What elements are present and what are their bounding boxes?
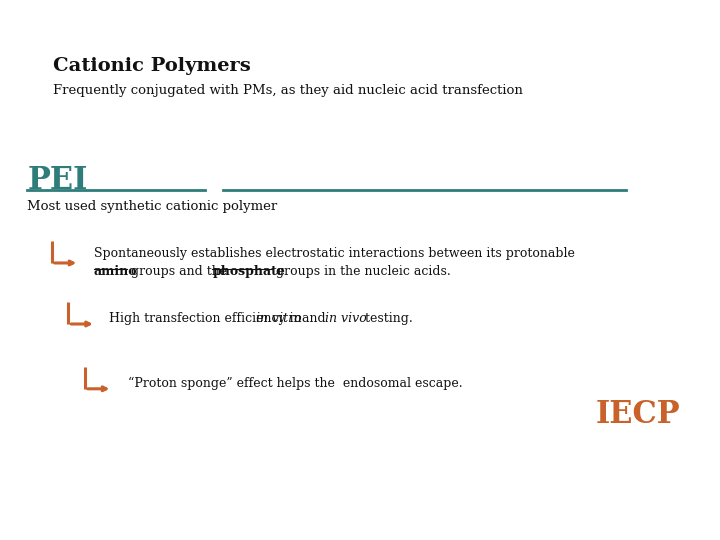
Text: groups and the: groups and the <box>127 265 232 278</box>
Text: testing.: testing. <box>361 312 413 325</box>
Text: 2020: 2020 <box>588 444 688 478</box>
Text: amino: amino <box>94 265 137 278</box>
Text: Most used synthetic cationic polymer: Most used synthetic cationic polymer <box>27 200 278 213</box>
Text: High transfection efficiency in: High transfection efficiency in <box>109 312 306 325</box>
Text: in vivo: in vivo <box>325 312 367 325</box>
Text: groups in the nucleic acids.: groups in the nucleic acids. <box>272 265 451 278</box>
Text: in vitro: in vitro <box>256 312 302 325</box>
Text: Spontaneously establishes electrostatic interactions between its protonable: Spontaneously establishes electrostatic … <box>94 247 575 260</box>
Text: phosphate: phosphate <box>212 265 285 278</box>
Text: IECP: IECP <box>595 399 680 430</box>
Text: PEI: PEI <box>27 165 88 195</box>
Text: Cationic Polymers: Cationic Polymers <box>53 57 251 75</box>
Text: “Proton sponge” effect helps the  endosomal escape.: “Proton sponge” effect helps the endosom… <box>128 377 463 390</box>
Text: and: and <box>298 312 330 325</box>
Text: Frequently conjugated with PMs, as they aid nucleic acid transfection: Frequently conjugated with PMs, as they … <box>53 84 523 97</box>
